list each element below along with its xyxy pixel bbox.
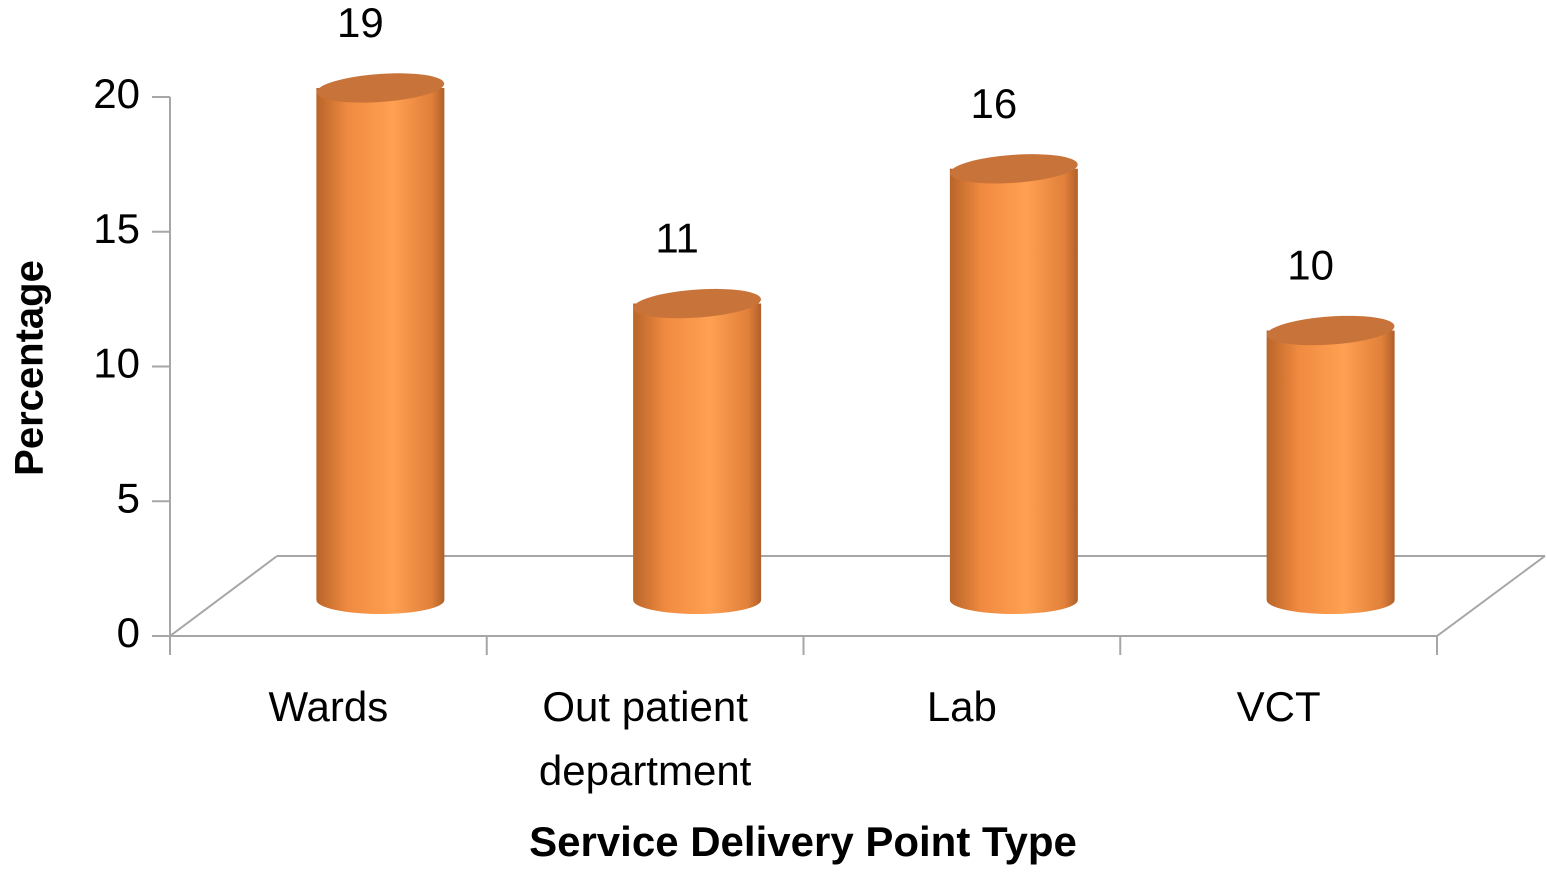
bar-top	[633, 288, 761, 319]
x-tick-label: Out patient department	[538, 683, 752, 794]
bar-top	[950, 154, 1078, 184]
x-tick-label: VCT	[1236, 683, 1321, 730]
x-tick-label: Wards	[268, 683, 389, 730]
bar	[633, 288, 762, 614]
x-axis-label: Service Delivery Point Type	[529, 818, 1077, 865]
y-tick-label: 15	[93, 205, 140, 252]
data-label: 16	[971, 80, 1018, 127]
bar-body	[1266, 330, 1395, 614]
bar	[1266, 315, 1395, 614]
bar	[949, 154, 1078, 615]
bar	[316, 73, 445, 614]
data-label: 10	[1287, 242, 1334, 289]
y-tick-label: 0	[117, 609, 140, 656]
bar-body	[949, 168, 1078, 615]
bar-top	[1266, 315, 1395, 346]
bar-top	[316, 73, 445, 103]
y-axis-label: Percentage	[8, 260, 52, 476]
bar-body	[633, 303, 762, 614]
data-label: 11	[655, 215, 699, 262]
bar-body	[316, 87, 445, 614]
x-tick-label: Lab	[926, 683, 997, 730]
y-tick-label: 20	[93, 70, 140, 117]
data-label: 19	[337, 0, 384, 46]
y-tick-label: 10	[93, 340, 140, 387]
y-tick-label: 5	[117, 474, 140, 521]
